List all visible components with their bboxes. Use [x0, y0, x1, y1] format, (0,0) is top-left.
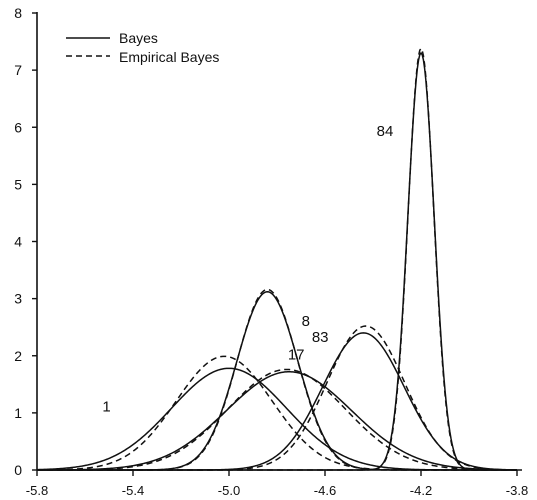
legend-label-empirical-bayes: Empirical Bayes [119, 49, 219, 65]
y-ticks: 0 1 2 3 4 5 6 7 8 [14, 5, 37, 478]
legend-label-bayes: Bayes [119, 30, 158, 46]
x-tick-label: -5.8 [26, 483, 48, 498]
y-tick-label: 0 [14, 462, 22, 478]
y-tick-label: 8 [14, 5, 22, 21]
y-tick-label: 6 [14, 119, 22, 135]
legend: Bayes Empirical Bayes [66, 30, 219, 65]
curve-label-84: 84 [377, 123, 394, 140]
curve-label-1: 1 [102, 399, 110, 416]
curve-8-empirical-bayes [37, 288, 517, 471]
y-tick-label: 4 [14, 234, 22, 250]
x-tick-label: -5.0 [218, 483, 240, 498]
y-tick-label: 2 [14, 348, 22, 364]
x-tick-label: -3.8 [506, 483, 528, 498]
curve-label-17: 17 [288, 347, 305, 364]
curve-84-empirical-bayes [37, 47, 517, 471]
y-tick-label: 5 [14, 176, 22, 192]
x-tick-label: -5.4 [122, 483, 144, 498]
y-tick-label: 1 [14, 405, 22, 421]
y-tick-label: 3 [14, 291, 22, 307]
curve-label-8: 8 [302, 313, 310, 330]
x-ticks: -5.8 -5.4 -5.0 -4.6 -4.2 -3.8 [26, 470, 528, 498]
x-tick-label: -4.6 [314, 483, 336, 498]
curve-labels: 1 17 883 84 [102, 123, 393, 416]
x-tick-label: -4.2 [410, 483, 432, 498]
curve-label-83: 83 [312, 329, 329, 346]
y-tick-label: 7 [14, 62, 22, 78]
curve-8-bayes [37, 291, 517, 471]
curve-17-empirical-bayes [37, 368, 517, 471]
density-curves [36, 47, 518, 471]
